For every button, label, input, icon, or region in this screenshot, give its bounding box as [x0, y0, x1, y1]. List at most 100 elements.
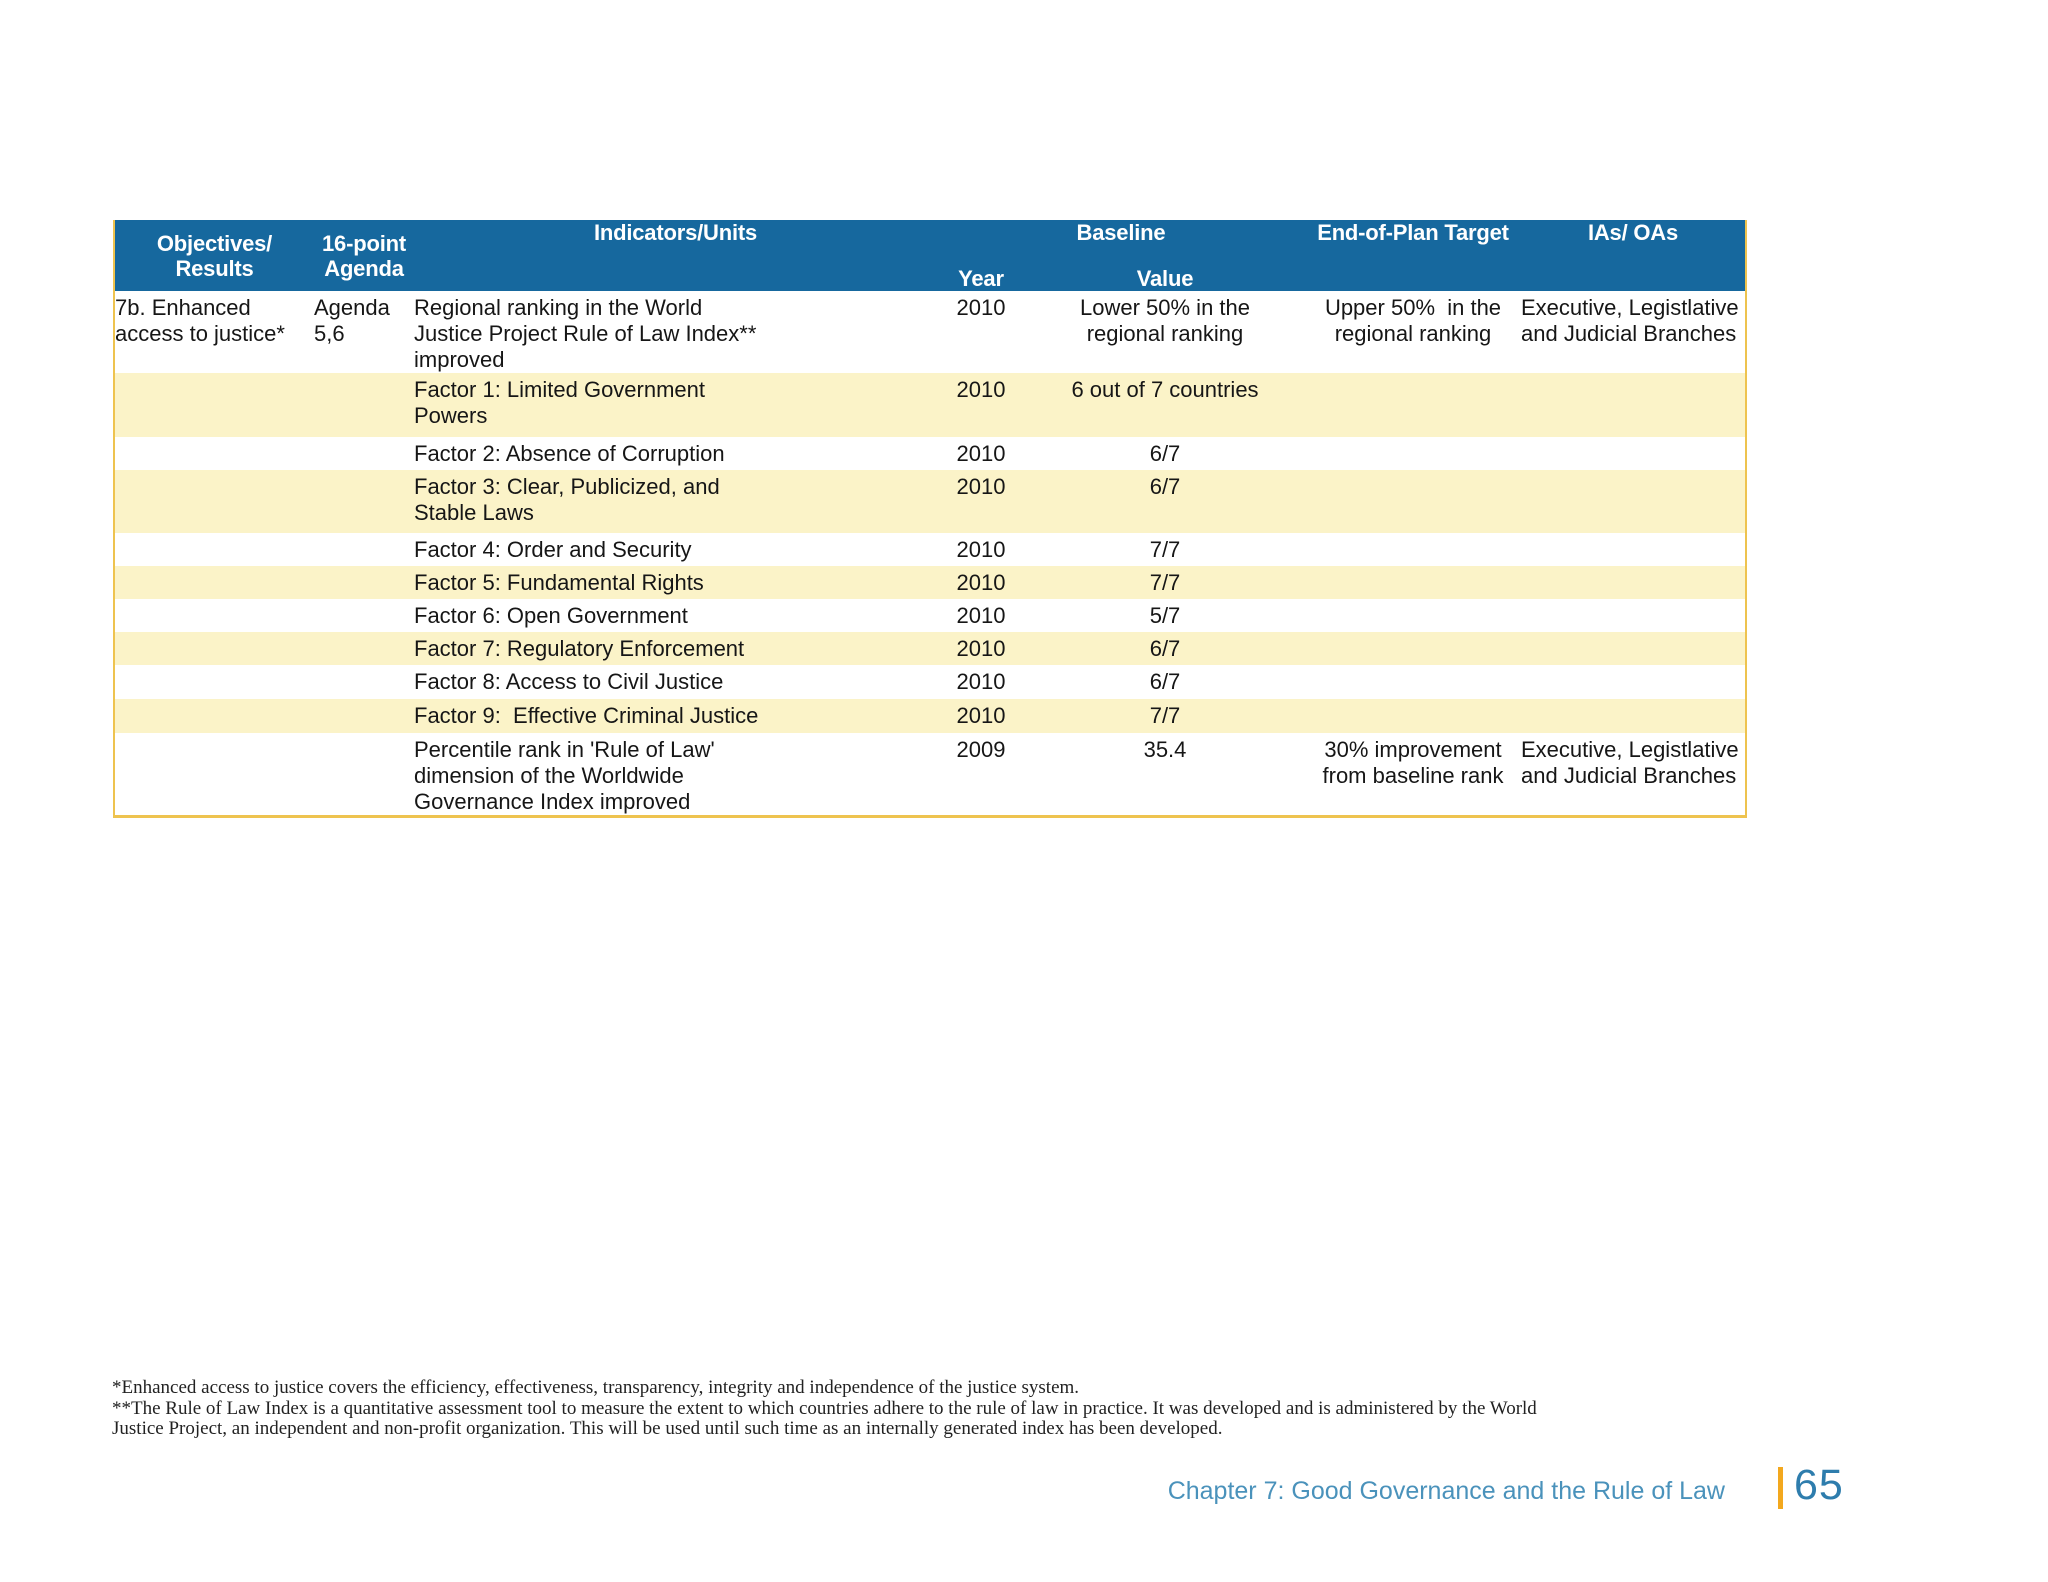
indicator-cell: Factor 8: Access to Civil Justice: [414, 665, 937, 699]
footer-divider-bar: [1778, 1467, 1783, 1509]
value-cell: 7/7: [1025, 533, 1305, 566]
ias-cell: [1521, 470, 1746, 533]
indicator-cell: Factor 5: Fundamental Rights: [414, 566, 937, 599]
indicator-cell: Factor 4: Order and Security: [414, 533, 937, 566]
target-cell: 30% improvement from baseline rank: [1305, 733, 1521, 817]
header-indicators-units: Indicators/Units: [414, 220, 937, 291]
header-objectives-results: Objectives/Results: [114, 220, 314, 291]
indicator-cell: Factor 6: Open Government: [414, 599, 937, 632]
value-cell: 35.4: [1025, 733, 1305, 817]
objective-cell: [114, 566, 314, 599]
target-cell: [1305, 599, 1521, 632]
year-cell: 2010: [937, 533, 1025, 566]
objective-cell: [114, 733, 314, 817]
indicator-cell: Factor 9: Effective Criminal Justice: [414, 699, 937, 733]
objective-cell: [114, 533, 314, 566]
indicator-cell: Factor 3: Clear, Publicized, and Stable L…: [414, 470, 937, 533]
objective-cell: [114, 437, 314, 470]
header-ias-oas: IAs/ OAs: [1521, 220, 1746, 291]
objective-cell: [114, 599, 314, 632]
target-cell: [1305, 665, 1521, 699]
value-cell: 6/7: [1025, 665, 1305, 699]
year-cell: 2009: [937, 733, 1025, 817]
footnote-line: Justice Project, an independent and non-…: [112, 1418, 1223, 1439]
indicator-cell: Factor 1: Limited Government Powers: [414, 373, 937, 437]
table-row: Factor 4: Order and Security 2010 7/7: [114, 533, 1746, 566]
year-cell: 2010: [937, 566, 1025, 599]
year-cell: 2010: [937, 291, 1025, 373]
year-cell: 2010: [937, 665, 1025, 699]
ias-cell: [1521, 599, 1746, 632]
target-cell: [1305, 470, 1521, 533]
objective-cell: [114, 699, 314, 733]
footnote-line: **The Rule of Law Index is a quantitativ…: [112, 1397, 1537, 1419]
ias-cell: [1521, 665, 1746, 699]
objective-cell: [114, 373, 314, 437]
ias-cell: [1521, 373, 1746, 437]
value-cell: 6/7: [1025, 437, 1305, 470]
agenda-cell: [314, 533, 414, 566]
table-row: Factor 7: Regulatory Enforcement 2010 6/…: [114, 632, 1746, 665]
header-baseline-value: Value: [1025, 258, 1305, 291]
ias-cell: [1521, 699, 1746, 733]
year-cell: 2010: [937, 373, 1025, 437]
target-cell: [1305, 566, 1521, 599]
indicator-cell: Factor 7: Regulatory Enforcement: [414, 632, 937, 665]
target-cell: [1305, 699, 1521, 733]
footer-chapter-label: Chapter 7: Good Governance and the Rule …: [1167, 1477, 1725, 1505]
value-cell: 6 out of 7 countries: [1025, 373, 1305, 437]
target-cell: [1305, 632, 1521, 665]
table-row: Factor 2: Absence of Corruption 2010 6/7: [114, 437, 1746, 470]
value-cell: 7/7: [1025, 699, 1305, 733]
year-cell: 2010: [937, 632, 1025, 665]
table-body: 7b. Enhanced access to justice* Agenda 5,6…: [114, 291, 1746, 817]
indicator-cell: Factor 2: Absence of Corruption: [414, 437, 937, 470]
ias-cell: Executive, Legistlative and Judicial Bran…: [1521, 733, 1746, 817]
agenda-cell: [314, 665, 414, 699]
agenda-cell: [314, 373, 414, 437]
indicator-cell: Percentile rank in 'Rule of Law' dimensio…: [414, 733, 937, 817]
agenda-cell: [314, 733, 414, 817]
header-16-point-agenda: 16-point Agenda: [314, 220, 414, 291]
agenda-cell: [314, 599, 414, 632]
indicator-cell: Regional ranking in the World Justice Pro…: [414, 291, 937, 373]
table-row: Percentile rank in 'Rule of Law' dimensio…: [114, 733, 1746, 817]
footnote-line: *Enhanced access to justice covers the e…: [112, 1377, 1080, 1398]
target-cell: [1305, 437, 1521, 470]
agenda-cell: [314, 699, 414, 733]
table-row: Factor 8: Access to Civil Justice 2010 6…: [114, 665, 1746, 699]
agenda-cell: [314, 437, 414, 470]
footnotes: *Enhanced access to justice covers the e…: [112, 1377, 1832, 1440]
value-cell: 6/7: [1025, 632, 1305, 665]
table-row: Factor 5: Fundamental Rights 2010 7/7: [114, 566, 1746, 599]
agenda-cell: Agenda 5,6: [314, 291, 414, 373]
table-row: Factor 9: Effective Criminal Justice 201…: [114, 699, 1746, 733]
table-row: Factor 3: Clear, Publicized, and Stable L…: [114, 470, 1746, 533]
year-cell: 2010: [937, 599, 1025, 632]
table-row: Factor 6: Open Government 2010 5/7: [114, 599, 1746, 632]
value-cell: 6/7: [1025, 470, 1305, 533]
value-cell: Lower 50% in the regional ranking: [1025, 291, 1305, 373]
value-cell: 5/7: [1025, 599, 1305, 632]
objective-cell: 7b. Enhanced access to justice*: [114, 291, 314, 373]
year-cell: 2010: [937, 699, 1025, 733]
objective-cell: [114, 665, 314, 699]
header-baseline-year: Year: [937, 258, 1025, 291]
year-cell: 2010: [937, 437, 1025, 470]
header-end-of-plan-target: End-of-Plan Target: [1305, 220, 1521, 291]
target-cell: Upper 50% in the regional ranking: [1305, 291, 1521, 373]
header-baseline: Baseline: [937, 220, 1305, 258]
ias-cell: [1521, 566, 1746, 599]
agenda-cell: [314, 470, 414, 533]
year-cell: 2010: [937, 470, 1025, 533]
objective-cell: [114, 470, 314, 533]
ias-cell: [1521, 437, 1746, 470]
footer-page-number: 65: [1794, 1461, 1844, 1509]
value-cell: 7/7: [1025, 566, 1305, 599]
agenda-cell: [314, 632, 414, 665]
objective-cell: [114, 632, 314, 665]
agenda-cell: [314, 566, 414, 599]
table-row: Factor 1: Limited Government Powers 2010 …: [114, 373, 1746, 437]
table-row: 7b. Enhanced access to justice* Agenda 5,6…: [114, 291, 1746, 373]
